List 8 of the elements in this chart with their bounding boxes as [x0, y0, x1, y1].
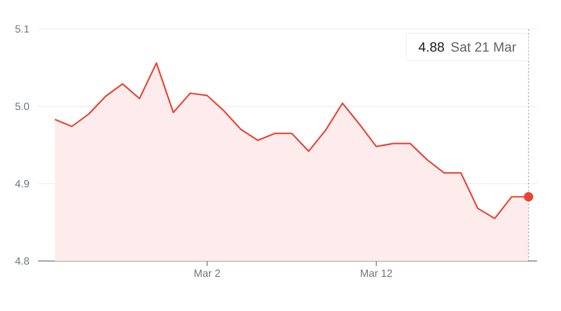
x-tick-label: Mar 12 — [360, 270, 392, 277]
y-tick-label: 5.1 — [15, 25, 29, 33]
y-tick-label: 4.9 — [15, 180, 29, 188]
y-tick-label: 4.8 — [15, 257, 30, 265]
y-tick-label: 5.0 — [15, 102, 30, 110]
annotation: Sat 21 Mar — [451, 42, 516, 52]
x-tick-label: Mar 2 — [194, 270, 220, 277]
annotation: 4.88 — [418, 42, 444, 52]
